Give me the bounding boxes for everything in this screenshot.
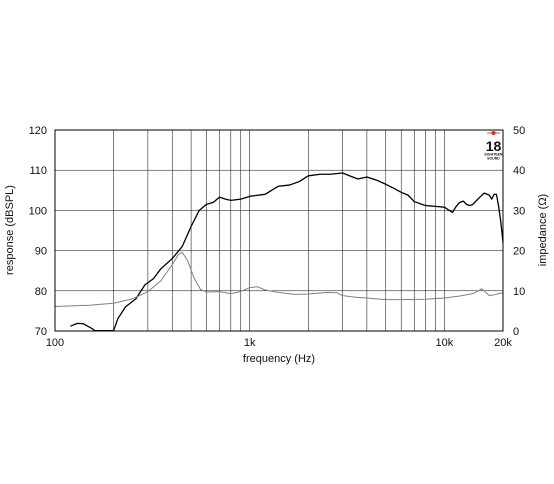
logo-line2: SOUND bbox=[487, 157, 500, 161]
y-tick-label: 80 bbox=[35, 286, 47, 298]
grid bbox=[55, 130, 503, 331]
y2-axis-label: impedance (Ω) bbox=[537, 194, 549, 266]
plot-frame bbox=[54, 129, 504, 332]
y-axis-label: response (dBSPL) bbox=[4, 185, 16, 275]
tick-labels: 70 80 90 100 110 120 0 10 20 30 40 50 100 1k 10k 20k bbox=[29, 125, 526, 349]
x-tick-label: 10k bbox=[436, 337, 454, 349]
y2-tick-label: 10 bbox=[513, 286, 525, 298]
y-tick-label: 110 bbox=[29, 165, 47, 177]
y2-tick-label: 40 bbox=[513, 165, 525, 177]
brand-logo: 18 EIGHTEEN SOUND bbox=[485, 131, 503, 161]
y-tick-label: 70 bbox=[35, 326, 47, 338]
x-axis-label: frequency (Hz) bbox=[243, 353, 315, 365]
response-series-line bbox=[70, 172, 504, 332]
y-tick-label: 90 bbox=[35, 246, 47, 258]
y2-tick-label: 30 bbox=[513, 205, 525, 217]
impedance-series-line bbox=[54, 251, 504, 307]
y2-tick-label: 20 bbox=[513, 246, 525, 258]
series-layer bbox=[54, 172, 504, 332]
y2-tick-label: 0 bbox=[513, 326, 519, 338]
y-tick-label: 120 bbox=[29, 125, 47, 137]
x-tick-label: 20k bbox=[494, 337, 512, 349]
y2-tick-label: 50 bbox=[513, 125, 525, 137]
y-tick-label: 100 bbox=[29, 205, 47, 217]
logo-line1: EIGHTEEN bbox=[485, 153, 503, 157]
logo-number: 18 bbox=[486, 138, 502, 154]
x-tick-label: 100 bbox=[46, 337, 64, 349]
x-tick-label: 1k bbox=[244, 337, 256, 349]
